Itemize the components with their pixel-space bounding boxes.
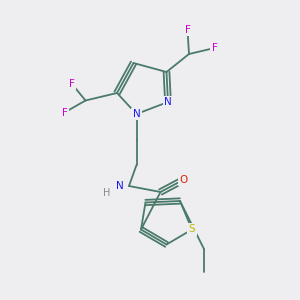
Text: S: S xyxy=(189,224,195,235)
Text: F: F xyxy=(69,79,75,89)
Text: N: N xyxy=(116,181,124,191)
Text: H: H xyxy=(103,188,110,198)
Text: N: N xyxy=(164,97,172,107)
Text: F: F xyxy=(212,43,218,53)
Text: N: N xyxy=(133,109,140,119)
Text: F: F xyxy=(184,25,190,35)
Text: F: F xyxy=(61,107,68,118)
Text: O: O xyxy=(179,175,187,185)
